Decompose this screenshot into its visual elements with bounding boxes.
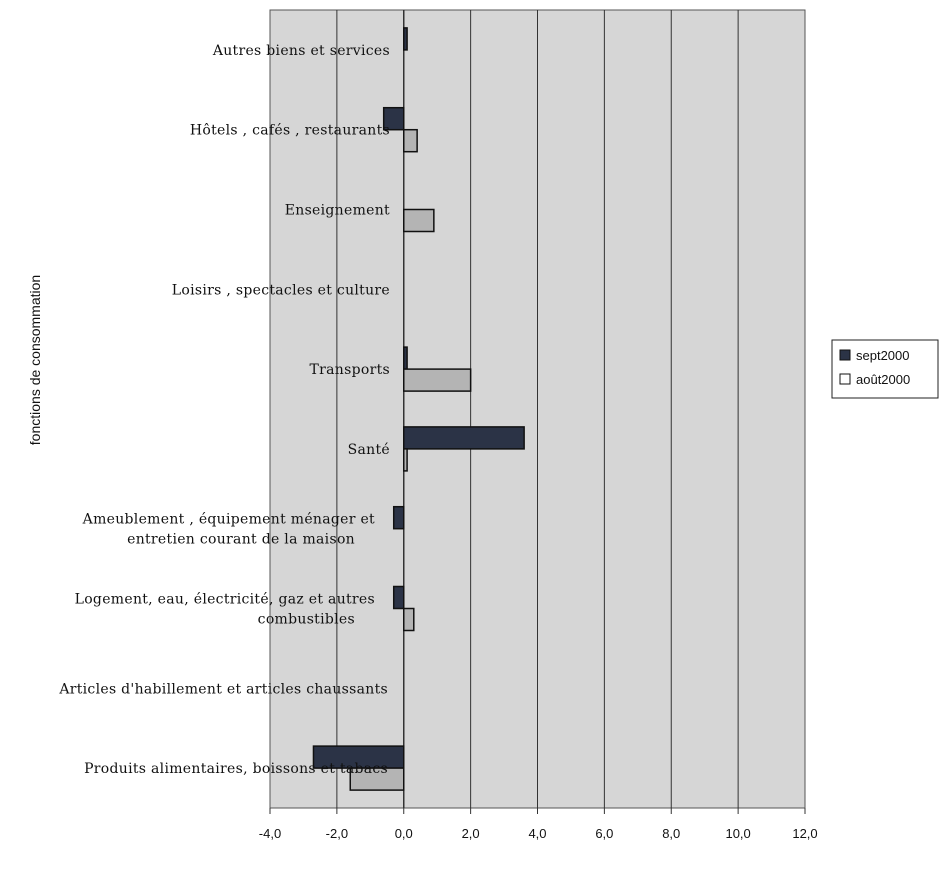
category-label: Hôtels , cafés , restaurants [190, 123, 390, 139]
bar-aout2000 [403, 128, 418, 153]
category-label: Santé [348, 442, 390, 458]
x-tick-label: 0,0 [395, 826, 413, 841]
x-tick-label: 2,0 [462, 826, 480, 841]
bar-sept2000 [392, 585, 405, 610]
legend-swatch-sept2000 [839, 349, 851, 361]
x-tick-labels: -4,0 -2,0 0,0 2,0 4,0 6,0 8,0 10,0 12,0 [259, 826, 818, 841]
x-tick-label: 6,0 [595, 826, 613, 841]
bar-sept2000 [403, 426, 525, 450]
category-label: Enseignement [285, 203, 390, 219]
bar-aout2000 [403, 448, 408, 472]
bar-sept2000 [392, 505, 405, 530]
x-tick-label: -4,0 [259, 826, 281, 841]
legend-swatch-aout2000 [839, 373, 851, 385]
bars [312, 27, 525, 791]
category-label: Loisirs , spectacles et culture [172, 282, 390, 298]
category-label: Ameublement , équipement ménager et entre… [82, 512, 375, 548]
bar-aout2000 [349, 767, 405, 791]
legend: sept2000 août2000 [831, 339, 939, 399]
gridlines [269, 10, 806, 814]
y-axis-label: fonctions de consommation [27, 275, 43, 445]
x-tick-label: 4,0 [528, 826, 546, 841]
x-tick-label: 8,0 [662, 826, 680, 841]
bar-sept2000 [403, 27, 408, 51]
bar-sept2000 [403, 346, 408, 370]
bar-aout2000 [403, 607, 415, 632]
category-label: Autres biens et services [212, 43, 390, 59]
category-label: Logement, eau, électricité, gaz et autre… [75, 592, 375, 628]
x-tick-label: 10,0 [725, 826, 750, 841]
bar-aout2000 [403, 368, 472, 392]
x-tick-label: -2,0 [326, 826, 348, 841]
bar-sept2000 [382, 106, 405, 131]
x-tick-label: 12,0 [792, 826, 817, 841]
bar-aout2000 [403, 208, 435, 233]
legend-label-aout2000: août2000 [856, 372, 910, 387]
category-label: Articles d'habillement et articles chaus… [58, 681, 388, 697]
category-label: Transports [310, 362, 390, 378]
legend-label-sept2000: sept2000 [856, 348, 910, 363]
category-labels: Autres biens et services Hôtels , cafés ,… [58, 43, 390, 777]
category-label: Produits alimentaires, boissons et tabac… [84, 761, 388, 777]
